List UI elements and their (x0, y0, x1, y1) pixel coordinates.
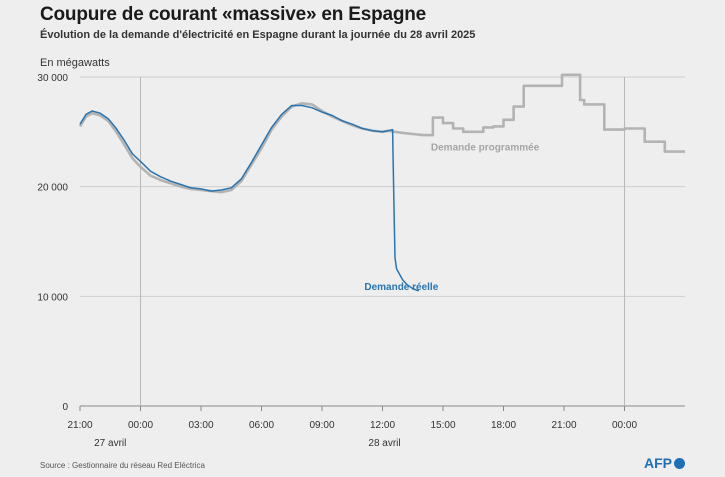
y-tick-label: 0 (62, 402, 68, 413)
x-tick-label: 12:00 (370, 420, 395, 431)
afp-logo: AFP (644, 455, 685, 471)
unit-label: En mégawatts (40, 57, 110, 69)
chart-subtitle: Évolution de la demande d'électricité en… (40, 29, 476, 41)
planned-demand-line (78, 73, 685, 194)
source-note: Source : Gestionnaire du réseau Red Eléc… (40, 461, 205, 470)
x-tick-label: 09:00 (309, 420, 334, 431)
afp-logo-text: AFP (644, 455, 672, 471)
planned-demand-label: Demande programmée (431, 142, 540, 153)
x-tick-label: 06:00 (249, 420, 274, 431)
x-tick-label: 00:00 (128, 420, 153, 431)
day-label: 27 avril (94, 438, 126, 449)
y-tick-label: 30 000 (37, 73, 68, 84)
x-tick-label: 15:00 (430, 420, 455, 431)
y-tick-label: 10 000 (37, 292, 68, 303)
real-demand-line (79, 104, 420, 292)
x-tick-label: 21:00 (67, 420, 92, 431)
x-tick-label: 21:00 (551, 420, 576, 431)
afp-logo-dot-icon (674, 457, 685, 469)
x-tick-label: 18:00 (491, 420, 516, 431)
real-demand-label: Demande réelle (364, 282, 438, 293)
x-tick-label: 03:00 (188, 420, 213, 431)
x-tick-label: 00:00 (612, 420, 637, 431)
day-label: 28 avril (368, 438, 400, 449)
chart-title: Coupure de courant «massive» en Espagne (40, 4, 427, 25)
y-tick-label: 20 000 (37, 183, 68, 194)
